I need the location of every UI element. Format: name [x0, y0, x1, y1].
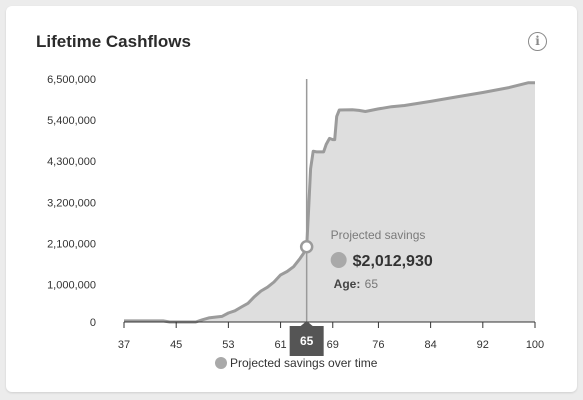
tooltip-age-key: Age: — [334, 277, 361, 291]
x-tick-label: 92 — [477, 339, 489, 351]
tooltip-series-dot — [330, 252, 347, 268]
age-marker-label: 65 — [300, 334, 314, 348]
x-tick-label: 84 — [424, 339, 436, 351]
x-tick-label: 100 — [526, 339, 544, 351]
savings-area — [124, 82, 535, 322]
y-tick-label: 5,400,000 — [47, 115, 96, 127]
tooltip-age-value: 65 — [365, 277, 379, 291]
legend-series-dot — [215, 357, 227, 369]
y-tick-label: 4,300,000 — [47, 156, 96, 168]
x-tick-label: 76 — [372, 339, 384, 351]
y-tick-label: 0 — [90, 317, 96, 329]
tooltip-label: Projected savings — [331, 228, 426, 242]
x-tick-label: 53 — [222, 339, 234, 351]
tooltip-value: $2,012,930 — [353, 253, 433, 270]
legend-label: Projected savings over time — [230, 356, 378, 370]
x-tick-label: 61 — [274, 339, 286, 351]
x-tick-label: 69 — [327, 339, 339, 351]
y-tick-label: 1,000,000 — [47, 280, 96, 292]
x-tick-label: 45 — [170, 339, 182, 351]
y-tick-label: 2,100,000 — [47, 238, 96, 250]
age-marker: 65 — [289, 321, 324, 356]
x-tick-label: 37 — [118, 339, 130, 351]
y-tick-label: 6,500,000 — [47, 74, 96, 86]
info-icon[interactable]: i — [528, 32, 547, 51]
card-title: Lifetime Cashflows — [36, 32, 191, 51]
legend[interactable]: Projected savings over time — [215, 356, 378, 370]
tooltip: Projected savings $2,012,930 Age: 65 — [330, 228, 433, 291]
age-marker-badge — [289, 321, 324, 356]
y-tick-label: 3,200,000 — [47, 197, 96, 209]
highlight-point[interactable] — [299, 239, 314, 254]
